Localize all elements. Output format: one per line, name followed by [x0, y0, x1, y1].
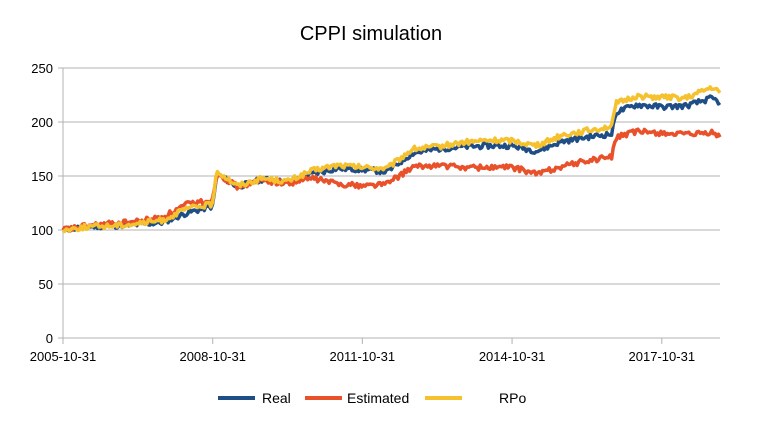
series-line-estimated [61, 127, 722, 232]
series-line-rpo [61, 85, 722, 234]
x-tick-label: 2008-10-31 [179, 349, 246, 364]
x-tick-label: 2005-10-31 [30, 349, 97, 364]
y-tick-label: 50 [39, 277, 53, 292]
legend: Real Estimated RPo [218, 390, 526, 406]
series-line-real [62, 94, 722, 234]
x-tick-label: 2011-10-31 [330, 349, 396, 364]
y-tick-label: 250 [31, 61, 53, 76]
x-tick-label: 2017-10-31 [629, 349, 696, 364]
gridlines [58, 67, 720, 339]
chart-title: CPPI simulation [300, 23, 442, 45]
y-tick-label: 150 [31, 169, 53, 184]
series-lines [61, 85, 722, 234]
y-tick-label: 0 [46, 331, 53, 346]
y-tick-label: 200 [31, 115, 53, 130]
axes: 0 50 100 150 200 250 2005-10-31 2008-10-31 2011-… [30, 61, 695, 364]
legend-label-real: Real [262, 390, 291, 406]
y-tick-label: 100 [31, 223, 53, 238]
legend-label-rpo: RPo [499, 390, 526, 406]
legend-label-estimated: Estimated [347, 390, 409, 406]
x-tick-label: 2014-10-31 [479, 349, 546, 364]
